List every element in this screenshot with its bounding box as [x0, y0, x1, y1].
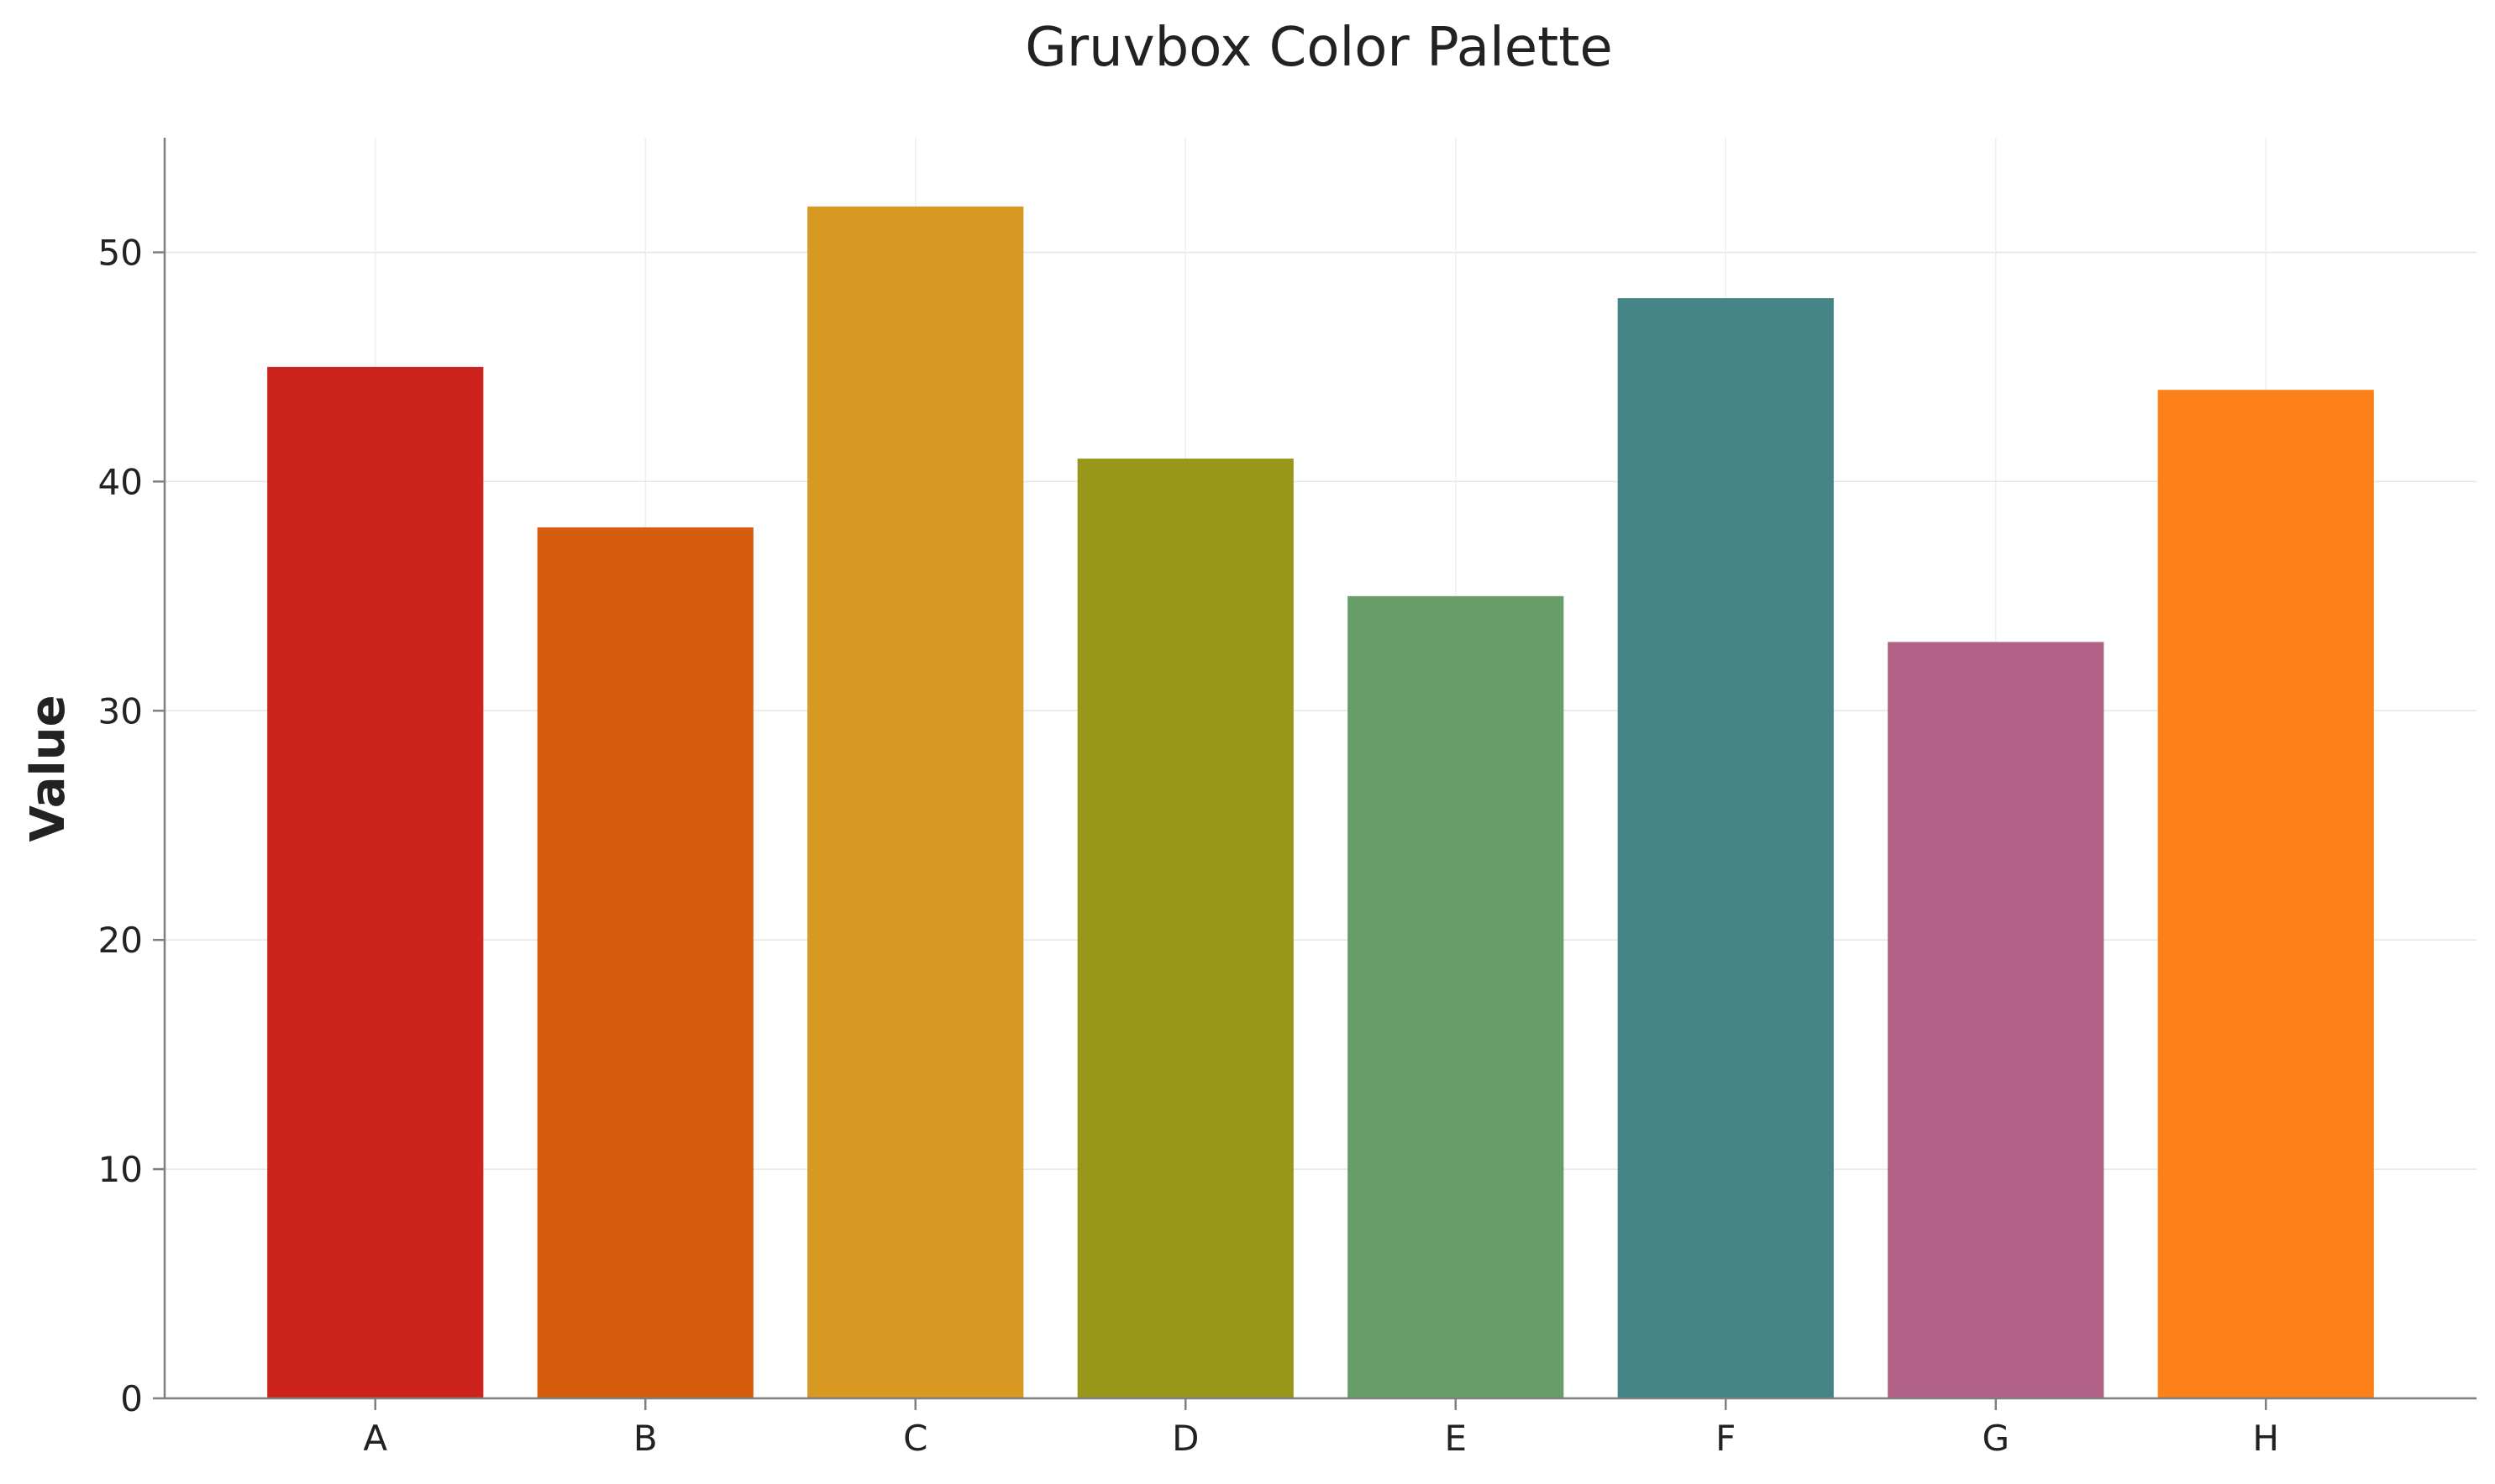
bar-d	[1077, 459, 1294, 1398]
bar-e	[1347, 595, 1564, 1398]
axes	[163, 138, 2477, 1400]
x-tick-label: B	[633, 1418, 658, 1459]
y-tick-label: 40	[98, 461, 143, 502]
y-ticks: 0 10 20 30 40 50	[98, 232, 165, 1419]
x-tick-label: H	[2252, 1418, 2279, 1459]
y-tick-label: 30	[98, 690, 143, 732]
y-axis-label: Value	[21, 695, 76, 842]
bar-h	[2157, 390, 2374, 1399]
bar-g	[1888, 642, 2104, 1398]
y-tick-label: 50	[98, 232, 143, 273]
y-tick-label: 0	[120, 1378, 143, 1419]
x-tick-label: D	[1172, 1418, 1199, 1459]
bars	[267, 206, 2374, 1399]
bar-b	[537, 527, 754, 1398]
bar-a	[267, 366, 484, 1399]
chart-title: Gruvbox Color Palette	[1025, 17, 1612, 79]
y-tick-label: 10	[98, 1149, 143, 1190]
bar-f	[1617, 298, 1834, 1398]
x-tick-label: F	[1715, 1418, 1736, 1459]
grid-lines	[165, 138, 2477, 1399]
x-tick-label: G	[1982, 1418, 2009, 1459]
x-tick-label: E	[1444, 1418, 1467, 1459]
bar-c	[807, 206, 1024, 1399]
x-tick-label: C	[903, 1418, 927, 1459]
x-ticks: A B C D E F G H	[363, 1398, 2279, 1459]
x-tick-label: A	[363, 1418, 387, 1459]
y-tick-label: 20	[98, 920, 143, 961]
